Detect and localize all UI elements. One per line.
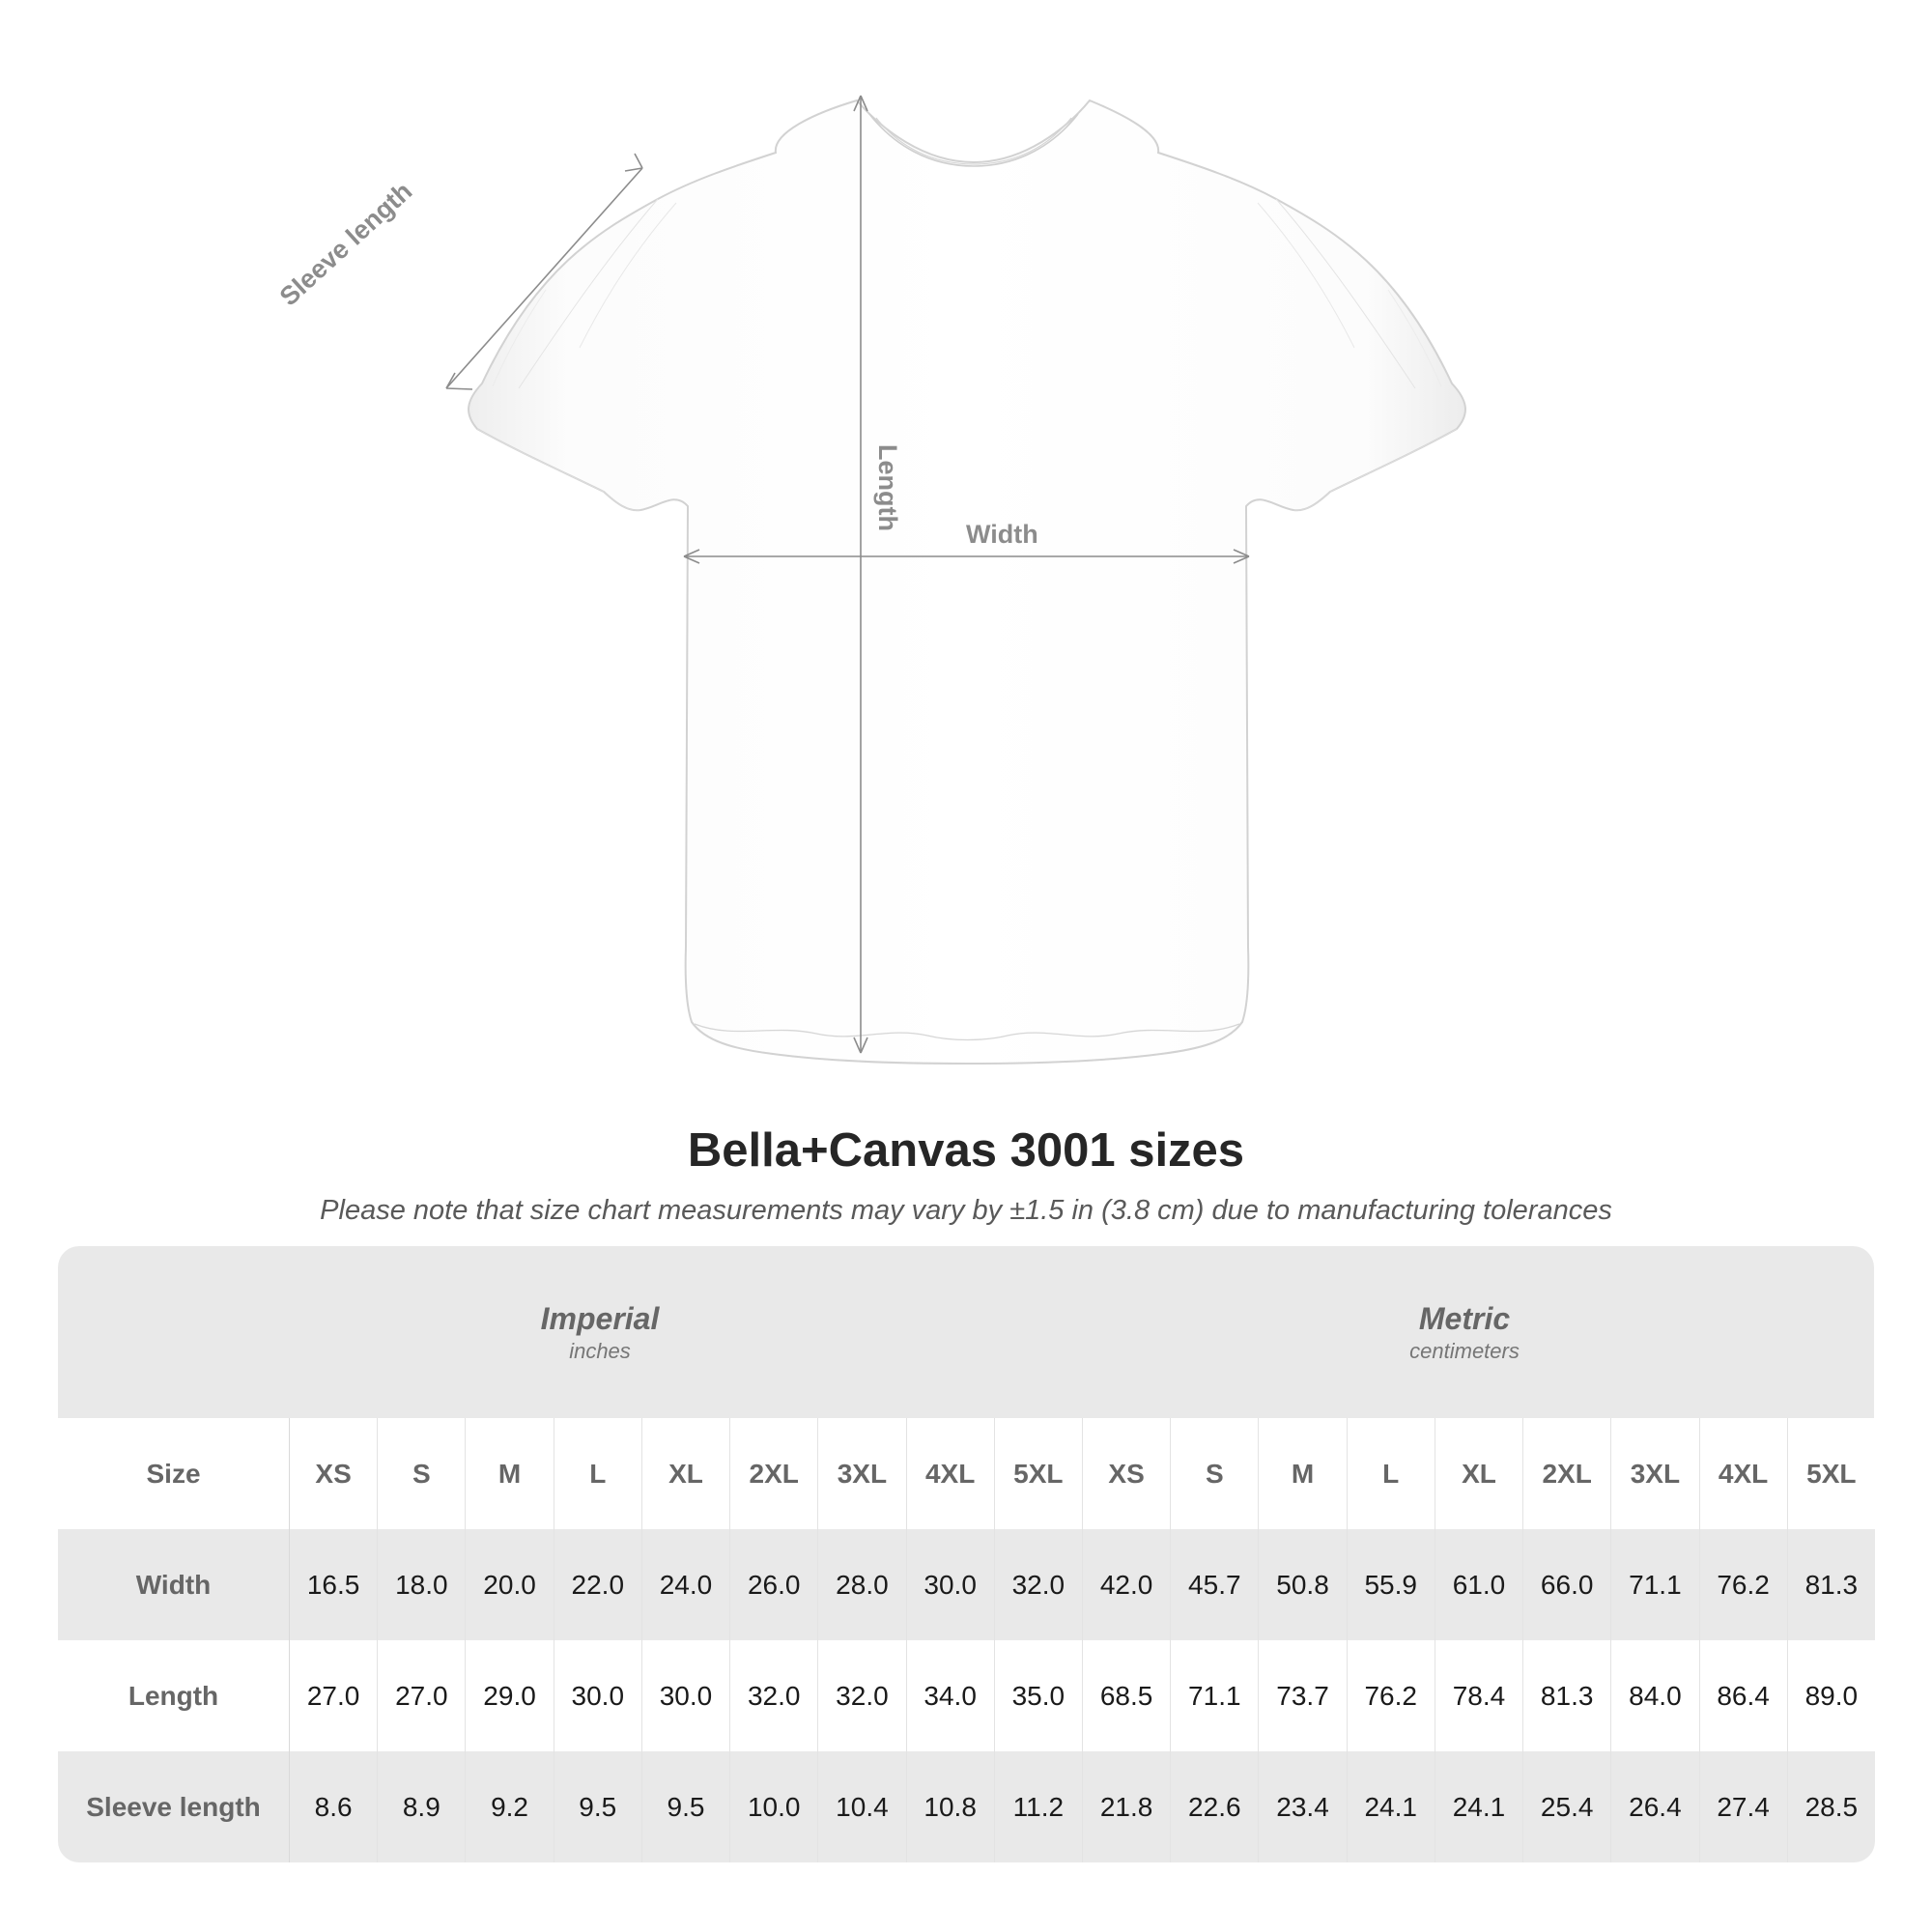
svg-text:Width: Width [966,520,1038,549]
svg-text:Length: Length [873,444,902,531]
svg-text:Sleeve length: Sleeve length [274,177,418,312]
